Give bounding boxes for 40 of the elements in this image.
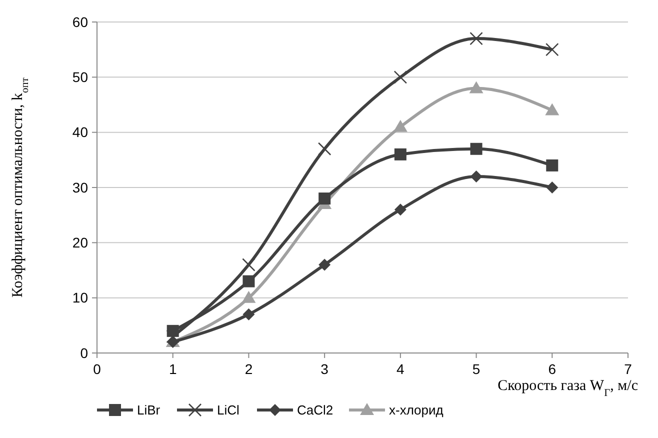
point (469, 81, 484, 94)
x-tick-label: 7 (624, 361, 632, 377)
legend-label: LiBr (137, 402, 161, 418)
point (242, 290, 256, 303)
legend-label: LiCl (217, 402, 240, 418)
point (394, 70, 408, 84)
point (318, 142, 332, 156)
point (242, 308, 255, 320)
point (318, 192, 331, 205)
point (470, 170, 482, 182)
point (166, 324, 179, 337)
point (394, 148, 406, 160)
point (394, 204, 406, 216)
y-tick-label: 10 (72, 290, 88, 306)
point (318, 258, 331, 271)
y-tick-label: 0 (80, 344, 88, 361)
x-axis-title: Скорость газа W$_{Г}$, м/с (498, 378, 638, 398)
x-tick-label: 4 (396, 361, 405, 377)
x-tick-label: 0 (93, 361, 102, 377)
y-tick-label: 20 (72, 234, 88, 251)
point (546, 182, 558, 194)
x-tick-label: 2 (244, 361, 253, 377)
point (470, 142, 482, 155)
y-tick-label: 60 (72, 14, 88, 30)
point (166, 330, 180, 344)
point (242, 275, 255, 288)
point (545, 103, 560, 116)
point (546, 159, 558, 172)
y-tick-label: 30 (72, 179, 88, 196)
y-tick-label: 50 (72, 69, 88, 86)
x-tick-label: 5 (472, 361, 480, 377)
x-tick-label: 1 (168, 361, 177, 377)
x-tick-label: 6 (548, 361, 556, 377)
x-tick-label: 3 (320, 361, 329, 377)
point (545, 42, 559, 56)
y-tick-label: 40 (72, 124, 88, 140)
point (470, 32, 483, 46)
legend-label: x-хлорид (389, 402, 444, 418)
point (393, 120, 408, 132)
legend-label: CaCl2 (297, 402, 334, 418)
